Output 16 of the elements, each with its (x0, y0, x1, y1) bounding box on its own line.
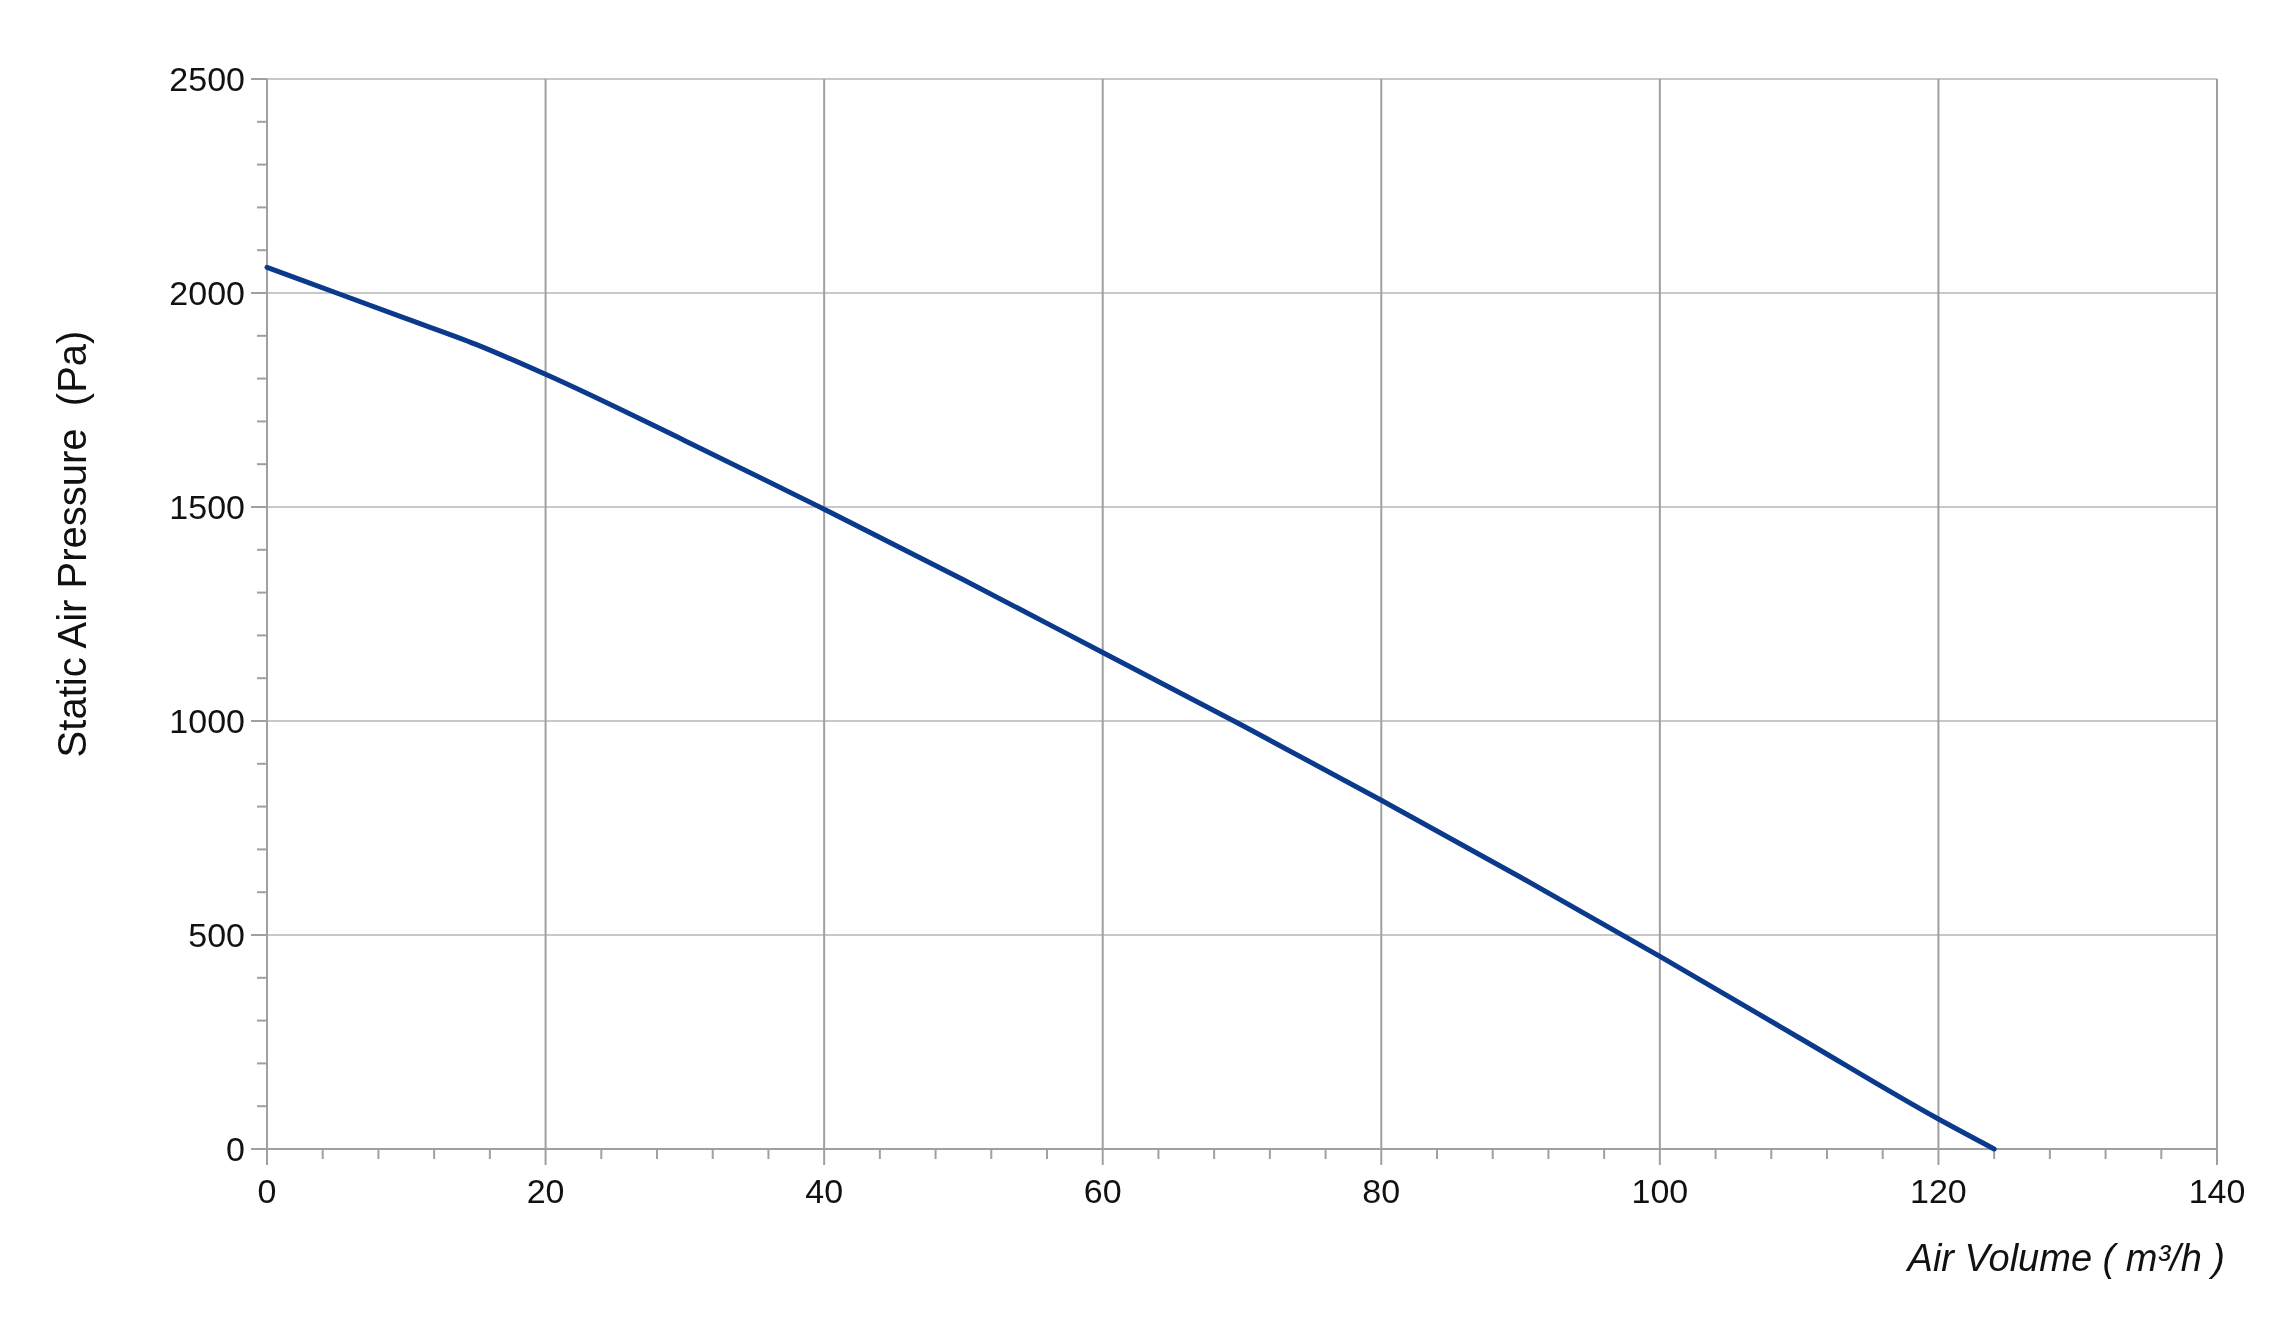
x-tick-label: 20 (526, 1172, 565, 1210)
y-tick-label: 0 (226, 1129, 245, 1168)
x-tick-label: 140 (2188, 1172, 2246, 1210)
y-tick-label: 1500 (169, 487, 245, 526)
x-tick-label: 100 (1631, 1172, 1689, 1210)
x-tick-label: 0 (257, 1172, 277, 1210)
x-tick-label: 40 (805, 1172, 844, 1210)
y-tick-label: 2000 (169, 273, 245, 312)
x-axis-title: Air Volume ( m³/h ) (1905, 1237, 2225, 1279)
x-tick-label: 60 (1083, 1172, 1122, 1210)
y-axis-title: Static Air Pressure (Pa) (50, 330, 94, 758)
x-tick-label: 80 (1362, 1172, 1401, 1210)
x-tick-label: 120 (1910, 1172, 1967, 1210)
y-tick-label: 2500 (169, 59, 245, 98)
y-tick-label: 500 (188, 915, 245, 954)
y-tick-label: 1000 (169, 701, 245, 740)
